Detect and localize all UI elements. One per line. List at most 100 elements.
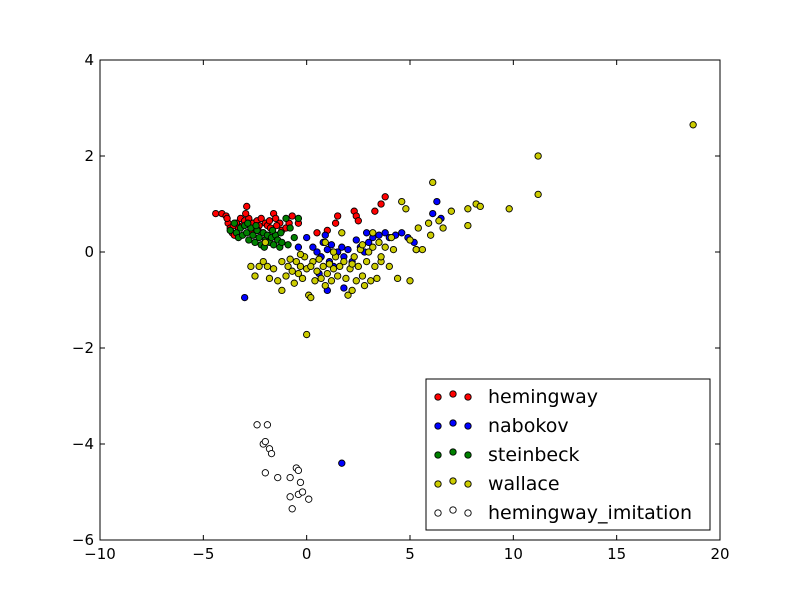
data-point <box>243 229 251 237</box>
legend-item-hemingway: hemingway <box>434 386 598 408</box>
data-point <box>265 274 274 283</box>
data-point <box>263 421 272 429</box>
data-point <box>252 221 260 230</box>
legend-marker <box>434 451 442 459</box>
data-point <box>348 286 356 295</box>
data-point <box>373 274 381 283</box>
data-point <box>375 231 383 239</box>
data-point <box>315 255 323 263</box>
data-point <box>269 241 278 249</box>
data-point <box>362 257 371 266</box>
data-point <box>338 459 346 467</box>
data-point <box>241 293 249 302</box>
data-point <box>267 449 276 458</box>
data-point <box>212 209 220 218</box>
data-point <box>223 214 231 223</box>
data-point <box>424 219 433 227</box>
data-point <box>381 229 389 237</box>
legend-marker <box>464 509 472 517</box>
data-point <box>288 267 296 275</box>
data-point <box>294 269 303 278</box>
legend-item-steinbeck: steinbeck <box>434 444 580 466</box>
data-point <box>311 277 319 285</box>
x-tick-label: 20 <box>710 545 729 563</box>
data-point <box>296 250 305 259</box>
data-point <box>261 469 269 477</box>
data-point <box>282 214 290 223</box>
legend-label: hemingway <box>488 386 598 408</box>
data-point <box>340 257 348 266</box>
data-point <box>398 197 406 206</box>
data-point <box>358 272 367 280</box>
data-point <box>402 205 410 213</box>
data-point <box>296 478 305 487</box>
data-point <box>265 217 274 225</box>
data-point <box>344 291 352 299</box>
data-point <box>365 238 373 247</box>
y-tick-label: 2 <box>84 147 94 165</box>
series-hemingway_imitation <box>253 421 313 513</box>
data-point <box>309 243 317 251</box>
data-point <box>412 245 420 254</box>
data-point <box>375 238 383 247</box>
data-point <box>251 238 259 247</box>
data-point <box>352 277 360 285</box>
y-tick-label: −2 <box>72 339 94 357</box>
data-point <box>365 248 373 256</box>
legend: hemingway nabokov steinbeck wallace hemingwa… <box>425 378 711 531</box>
data-point <box>369 229 377 237</box>
legend-marker <box>434 393 442 401</box>
legend-marker <box>434 422 442 430</box>
legend-marker <box>449 477 457 485</box>
data-point <box>313 248 321 256</box>
x-tick-label: −5 <box>192 545 214 563</box>
data-point <box>286 255 294 263</box>
data-point <box>243 202 251 211</box>
data-point <box>354 262 362 271</box>
data-point <box>290 279 298 287</box>
data-point <box>286 224 294 232</box>
legend-marker <box>449 390 457 398</box>
data-point <box>427 231 435 239</box>
data-point <box>447 207 455 215</box>
data-point <box>534 152 542 160</box>
data-point <box>393 274 402 283</box>
series-wallace <box>247 121 697 339</box>
data-point <box>253 421 261 429</box>
data-point <box>336 262 344 271</box>
data-point <box>259 257 267 266</box>
data-point <box>278 238 286 247</box>
data-point <box>277 229 285 237</box>
legend-item-nabokov: nabokov <box>434 415 569 437</box>
data-point <box>371 207 379 215</box>
data-point <box>313 229 321 237</box>
data-point <box>534 190 542 199</box>
legend-marker <box>464 393 472 401</box>
data-point <box>284 262 292 271</box>
data-point <box>505 205 513 213</box>
data-point <box>429 178 437 187</box>
data-point <box>414 224 422 232</box>
data-point <box>296 262 305 271</box>
data-point <box>338 229 346 237</box>
data-point <box>334 212 342 220</box>
data-point <box>290 233 298 242</box>
data-point <box>321 281 329 290</box>
legend-marker <box>449 448 457 456</box>
legend-label: steinbeck <box>488 444 580 466</box>
data-point <box>385 262 393 271</box>
data-point <box>439 224 447 232</box>
data-point <box>247 262 255 271</box>
data-point <box>323 245 331 254</box>
data-point <box>464 205 472 213</box>
data-point <box>325 260 334 268</box>
data-point <box>381 243 389 251</box>
legend-marker <box>464 422 472 430</box>
data-point <box>261 437 269 446</box>
data-point <box>321 238 329 247</box>
data-point <box>406 236 414 244</box>
legend-label: nabokov <box>488 415 569 437</box>
data-point <box>249 231 257 239</box>
data-point <box>278 257 286 266</box>
data-point <box>303 330 311 339</box>
